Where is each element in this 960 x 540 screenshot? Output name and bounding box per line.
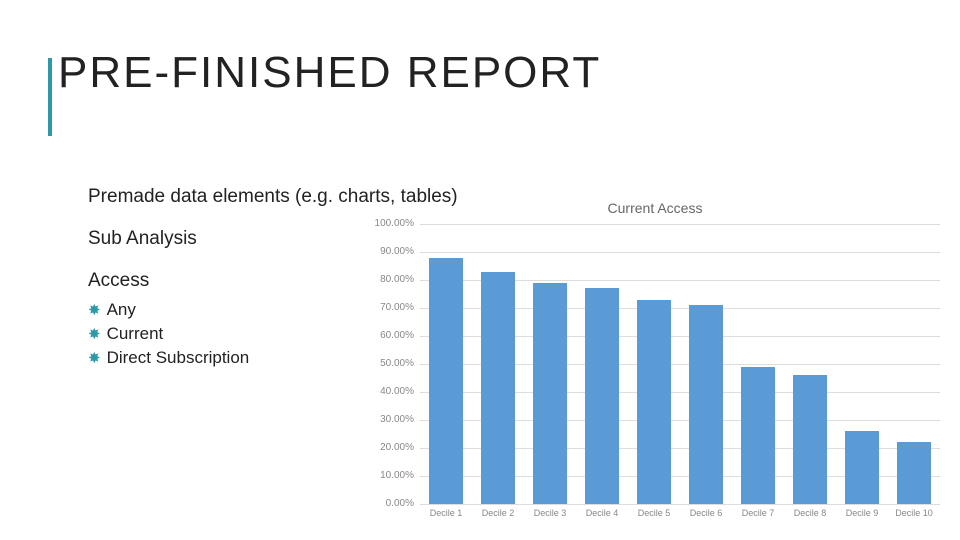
chart-y-tick-label: 50.00%: [360, 358, 414, 369]
chart-bar: [585, 288, 619, 504]
chart-x-tick-label: Decile 9: [836, 508, 888, 518]
chart-y-tick-label: 80.00%: [360, 274, 414, 285]
line-access: Access: [88, 270, 149, 292]
star-icon: ✸: [88, 351, 101, 366]
bar-chart: Current Access 0.00% 10.00% 20.00% 30.00% 40…: [360, 200, 950, 540]
chart-bar: [429, 258, 463, 504]
bullet-label: Current: [107, 324, 164, 344]
chart-gridline: [420, 504, 940, 505]
bullet-label: Direct Subscription: [107, 348, 250, 368]
chart-bar: [689, 305, 723, 504]
chart-bar: [845, 431, 879, 504]
chart-y-tick-label: 70.00%: [360, 302, 414, 313]
chart-y-tick-label: 60.00%: [360, 330, 414, 341]
chart-x-tick-label: Decile 8: [784, 508, 836, 518]
bullet-label: Any: [107, 300, 136, 320]
chart-x-tick-label: Decile 10: [888, 508, 940, 518]
slide-title: PRE-FINISHED REPORT: [58, 48, 601, 98]
bullet-item: ✸ Current: [88, 324, 249, 344]
chart-y-tick-label: 0.00%: [360, 498, 414, 509]
chart-x-tick-label: Decile 1: [420, 508, 472, 518]
chart-bar: [481, 272, 515, 504]
chart-x-tick-label: Decile 4: [576, 508, 628, 518]
chart-x-tick-label: Decile 2: [472, 508, 524, 518]
chart-y-tick-label: 40.00%: [360, 386, 414, 397]
chart-y-tick-label: 10.00%: [360, 470, 414, 481]
chart-title: Current Access: [360, 200, 950, 216]
bullet-item: ✸ Any: [88, 300, 249, 320]
line-sub-analysis: Sub Analysis: [88, 228, 197, 250]
bullet-list: ✸ Any ✸ Current ✸ Direct Subscription: [88, 300, 249, 372]
chart-x-tick-label: Decile 6: [680, 508, 732, 518]
title-accent-bar: [48, 58, 52, 136]
chart-bar: [793, 375, 827, 504]
chart-x-tick-label: Decile 5: [628, 508, 680, 518]
chart-bar: [533, 283, 567, 504]
chart-y-tick-label: 30.00%: [360, 414, 414, 425]
chart-y-tick-label: 100.00%: [360, 218, 414, 229]
bullet-item: ✸ Direct Subscription: [88, 348, 249, 368]
chart-x-tick-label: Decile 7: [732, 508, 784, 518]
chart-bar: [897, 442, 931, 504]
star-icon: ✸: [88, 327, 101, 342]
chart-y-tick-label: 20.00%: [360, 442, 414, 453]
chart-bar: [637, 300, 671, 504]
chart-x-tick-label: Decile 3: [524, 508, 576, 518]
star-icon: ✸: [88, 303, 101, 318]
chart-y-tick-label: 90.00%: [360, 246, 414, 257]
chart-bar: [741, 367, 775, 504]
